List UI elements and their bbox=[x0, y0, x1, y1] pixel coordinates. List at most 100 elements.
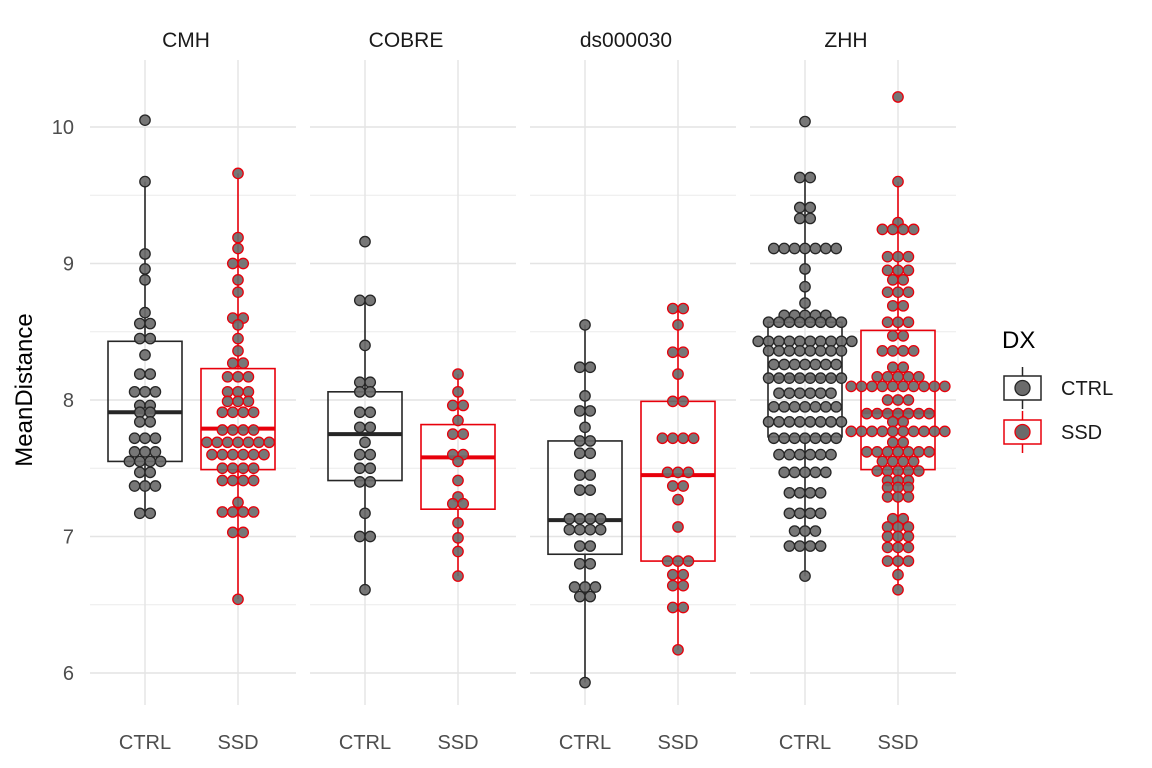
data-point bbox=[206, 448, 218, 461]
data-point bbox=[446, 497, 459, 510]
data-point bbox=[778, 358, 791, 371]
data-point bbox=[133, 455, 146, 468]
data-point bbox=[897, 299, 910, 312]
data-point bbox=[871, 370, 884, 383]
data-point bbox=[133, 317, 146, 330]
data-point bbox=[128, 480, 141, 492]
data-point bbox=[892, 568, 904, 581]
data-point bbox=[814, 345, 827, 357]
data-point bbox=[793, 335, 806, 348]
data-point bbox=[457, 399, 470, 412]
y-tick-label: 8 bbox=[63, 390, 74, 412]
data-point bbox=[666, 302, 679, 315]
data-point bbox=[892, 446, 904, 458]
data-point bbox=[783, 372, 796, 385]
data-point bbox=[237, 357, 250, 369]
x-tick-label: SSD bbox=[217, 732, 258, 754]
data-point bbox=[881, 555, 894, 567]
data-point bbox=[881, 394, 894, 406]
data-point bbox=[835, 316, 848, 329]
data-point bbox=[247, 506, 260, 518]
data-point bbox=[938, 380, 951, 393]
data-point bbox=[897, 223, 910, 236]
data-point bbox=[825, 448, 837, 461]
data-point bbox=[907, 425, 920, 438]
data-point bbox=[814, 448, 827, 461]
data-point bbox=[814, 486, 827, 499]
data-point bbox=[866, 380, 878, 393]
data-point bbox=[897, 361, 910, 374]
data-point bbox=[364, 530, 377, 543]
data-point bbox=[237, 526, 250, 539]
data-point bbox=[799, 432, 811, 445]
data-point bbox=[892, 91, 904, 103]
data-point bbox=[762, 345, 775, 357]
data-point bbox=[452, 570, 464, 582]
grid-lines bbox=[90, 60, 956, 705]
data-point bbox=[902, 250, 915, 263]
data-point bbox=[793, 171, 806, 184]
data-point bbox=[237, 506, 250, 518]
data-point bbox=[793, 201, 806, 214]
data-point bbox=[216, 424, 229, 436]
data-point bbox=[928, 425, 941, 438]
data-point bbox=[139, 480, 151, 492]
data-point bbox=[871, 446, 884, 458]
data-point bbox=[825, 387, 837, 400]
data-point bbox=[263, 436, 276, 449]
data-point bbox=[881, 286, 894, 299]
data-point bbox=[661, 555, 674, 567]
data-point bbox=[144, 368, 157, 380]
data-point bbox=[912, 465, 925, 477]
data-point bbox=[773, 448, 785, 461]
data-point bbox=[682, 555, 695, 567]
data-point bbox=[573, 590, 586, 603]
data-point bbox=[907, 380, 920, 393]
data-point bbox=[886, 425, 899, 438]
data-point bbox=[804, 171, 817, 184]
data-point bbox=[216, 462, 229, 475]
data-point bbox=[773, 372, 785, 385]
data-point bbox=[793, 387, 806, 400]
data-point bbox=[799, 280, 811, 293]
data-point bbox=[767, 242, 780, 255]
data-point bbox=[855, 380, 868, 393]
facet-title: ds000030 bbox=[580, 29, 672, 52]
data-point bbox=[778, 432, 791, 445]
data-point bbox=[804, 387, 817, 400]
data-point bbox=[892, 491, 904, 503]
data-point bbox=[804, 345, 817, 357]
data-point bbox=[672, 319, 684, 331]
data-point bbox=[677, 568, 690, 581]
data-point bbox=[793, 540, 806, 552]
data-point bbox=[666, 480, 679, 492]
data-point bbox=[226, 357, 239, 369]
data-point bbox=[584, 590, 597, 603]
data-point bbox=[232, 385, 244, 398]
data-point bbox=[804, 486, 817, 499]
data-point bbox=[573, 361, 586, 374]
data-point bbox=[568, 581, 581, 593]
data-point bbox=[573, 405, 586, 417]
facet-titles: CMH COBRE ds000030 ZHH bbox=[162, 29, 868, 52]
data-point bbox=[788, 466, 801, 479]
data-point bbox=[584, 435, 597, 447]
data-point bbox=[886, 361, 899, 374]
data-point bbox=[573, 435, 586, 447]
data-point bbox=[778, 400, 791, 413]
data-point bbox=[226, 448, 239, 461]
data-point bbox=[200, 436, 213, 449]
data-point bbox=[247, 406, 260, 419]
data-point bbox=[825, 316, 837, 329]
data-point bbox=[752, 335, 765, 348]
data-point bbox=[672, 643, 684, 656]
data-point bbox=[139, 248, 151, 260]
data-point bbox=[897, 329, 910, 342]
data-point bbox=[573, 469, 586, 481]
data-point bbox=[783, 345, 796, 357]
data-point bbox=[672, 555, 684, 567]
data-point bbox=[799, 358, 811, 371]
data-point bbox=[897, 415, 910, 428]
data-point bbox=[804, 507, 817, 520]
data-point bbox=[123, 455, 136, 468]
